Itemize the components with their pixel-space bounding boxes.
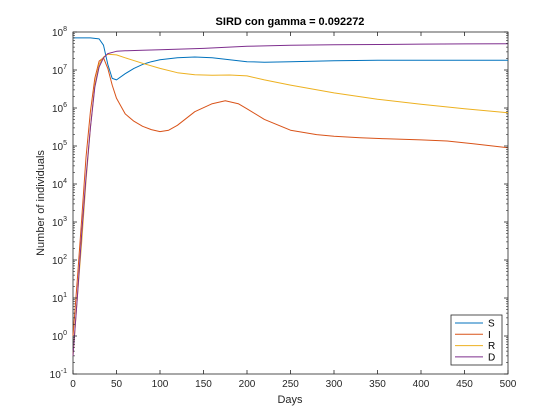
y-tick-exponent: 7	[63, 64, 67, 71]
y-tick-exponent: 5	[63, 140, 67, 147]
y-tick-base: 10	[52, 218, 64, 229]
series-line-d	[72, 43, 509, 356]
x-axis: 0 50 100 150 200 250 300 350 400 450 500	[70, 32, 517, 390]
x-tick-label: 350	[369, 379, 386, 390]
y-tick-base: 10	[52, 180, 64, 191]
x-tick-label: 450	[456, 379, 473, 390]
legend-label-d: D	[488, 352, 495, 363]
y-tick-label: 105	[52, 140, 67, 153]
series-line-i	[72, 57, 509, 337]
y-tick-base: 10	[52, 66, 64, 77]
x-tick-label: 250	[282, 379, 299, 390]
x-tick-label: 50	[111, 379, 123, 390]
y-tick-base: 10	[52, 142, 64, 153]
y-tick-label: 100	[52, 330, 67, 343]
y-axis-label: Number of individuals	[35, 150, 47, 256]
series-line-s	[73, 37, 508, 81]
y-tick-exponent: 3	[63, 216, 67, 223]
plot-area	[72, 31, 509, 375]
y-tick-label: 101	[52, 292, 67, 305]
y-tick-label: 106	[52, 102, 67, 115]
y-tick-exponent: 2	[63, 254, 67, 261]
y-tick-base: 10	[52, 256, 64, 267]
y-tick-exponent: 4	[63, 178, 67, 185]
y-tick-label: 103	[52, 216, 67, 229]
y-tick-exponent: 1	[63, 292, 67, 299]
y-tick-label: 10-1	[50, 368, 67, 381]
y-tick-label: 107	[52, 64, 67, 77]
y-tick-label: 108	[52, 26, 67, 39]
x-tick-label: 300	[326, 379, 343, 390]
y-tick-base: 10	[52, 28, 64, 39]
legend: SIRD	[450, 314, 503, 366]
legend-label-s: S	[488, 319, 495, 330]
y-tick-base: 10	[52, 104, 64, 115]
x-tick-label: 0	[70, 379, 76, 390]
legend-label-i: I	[488, 330, 491, 341]
y-tick-label: 104	[52, 178, 67, 191]
y-tick-exponent: 0	[63, 330, 67, 337]
chart-title: SIRD con gamma = 0.092272	[216, 16, 365, 28]
y-tick-base: 10	[50, 370, 62, 381]
y-tick-base: 10	[52, 294, 64, 305]
y-tick-exponent: 6	[63, 102, 67, 109]
x-tick-label: 100	[152, 379, 169, 390]
x-tick-label: 200	[239, 379, 256, 390]
series-layer	[72, 37, 509, 356]
x-tick-label: 150	[195, 379, 212, 390]
x-tick-label: 500	[500, 379, 517, 390]
y-tick-exponent: -1	[61, 368, 67, 375]
legend-label-r: R	[488, 341, 495, 352]
x-tick-label: 400	[413, 379, 430, 390]
y-tick-label: 102	[52, 254, 67, 267]
y-tick-base: 10	[52, 332, 64, 343]
x-axis-label: Days	[277, 394, 303, 406]
y-tick-exponent: 8	[63, 26, 67, 33]
